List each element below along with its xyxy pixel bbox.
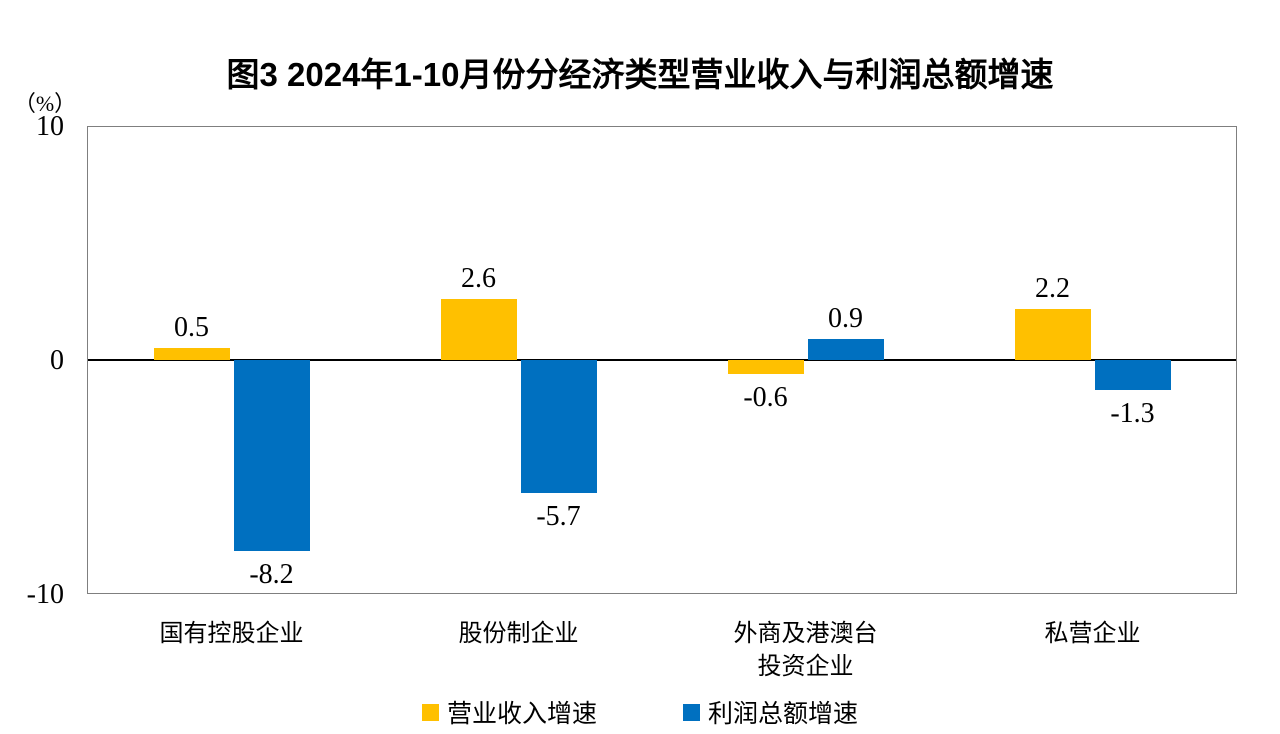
legend-swatch-revenue <box>421 703 439 721</box>
plot-area: 0.5 -8.2 国有控股企业 2.6 -5.7 股份制企业 -0.6 0.9 外商及港澳台 投… <box>87 126 1237 680</box>
bar-revenue <box>727 360 804 374</box>
bar-profit <box>1094 360 1171 391</box>
legend-item-revenue: 营业收入增速 <box>421 694 597 730</box>
y-tick-minus-10: -10 <box>26 579 64 610</box>
category-label: 国有控股企业 <box>159 621 304 647</box>
bar-profit <box>520 360 597 493</box>
bar-value-label: 0.5 <box>174 312 209 344</box>
bar-revenue <box>1014 308 1091 360</box>
legend-item-profit: 利润总额增速 <box>683 694 858 730</box>
bar-value-label: 0.9 <box>828 303 863 335</box>
y-tick-10: 10 <box>36 111 64 142</box>
bar-profit <box>233 360 310 552</box>
bar-profit <box>807 339 884 360</box>
bar-value-label: 2.6 <box>461 263 496 295</box>
chart-title: 图3 2024年1-10月份分经济类型营业收入与利润总额增速 <box>226 56 1054 93</box>
bar-value-label: -0.6 <box>743 381 788 413</box>
bar-revenue <box>153 348 230 360</box>
bar-revenue <box>440 299 517 360</box>
bar-value-label: -8.2 <box>249 559 294 591</box>
bar-value-label: 2.2 <box>1035 272 1070 304</box>
bar-value-label: -5.7 <box>536 500 581 532</box>
category-label: 股份制企业 <box>458 621 579 647</box>
bar-value-label: -1.3 <box>1110 398 1155 430</box>
legend-swatch-profit <box>683 703 700 721</box>
zero-axis-line <box>88 358 1236 361</box>
category-label: 私营企业 <box>1044 621 1141 647</box>
legend-label-profit: 利润总额增速 <box>708 701 859 728</box>
category-label: 外商及港澳台 投资企业 <box>733 621 878 680</box>
y-tick-0: 0 <box>50 345 64 376</box>
y-axis-unit-label: （%） <box>13 91 77 116</box>
legend-label-revenue: 营业收入增速 <box>446 701 597 728</box>
chart-legend: 营业收入增速 利润总额增速 <box>0 694 1280 730</box>
